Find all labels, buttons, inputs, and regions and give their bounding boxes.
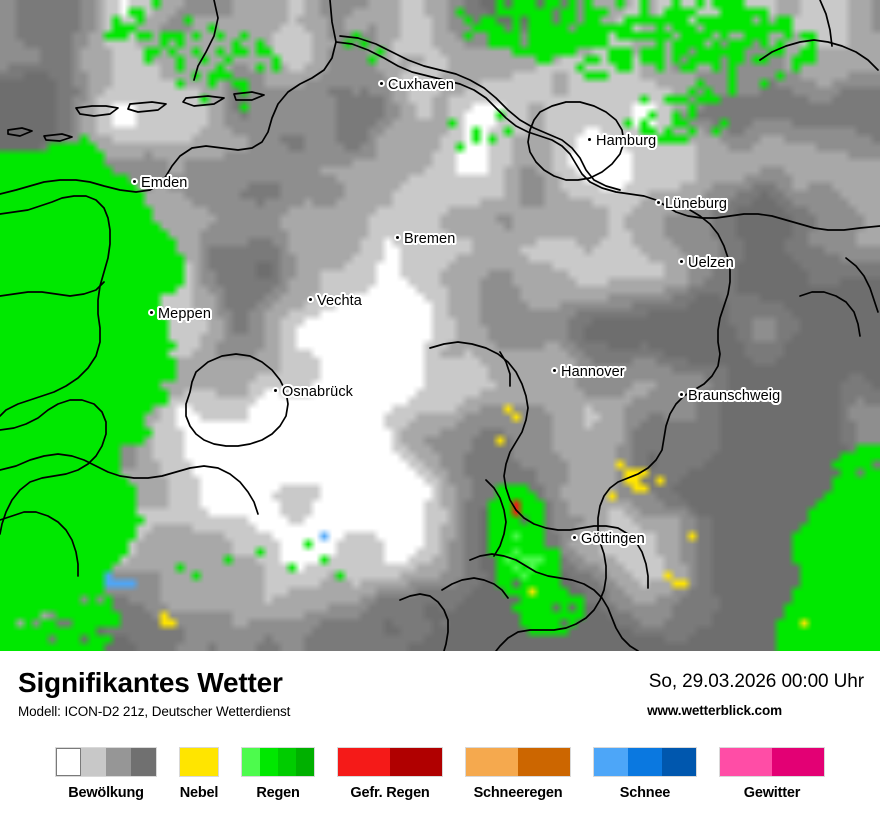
legend-color-bar bbox=[337, 747, 443, 777]
website-credit: www.wetterblick.com bbox=[647, 703, 782, 718]
legend-color-bar bbox=[55, 747, 157, 777]
legend-label: Gefr. Regen bbox=[350, 785, 430, 801]
legend-swatch bbox=[628, 748, 662, 776]
legend-swatch bbox=[466, 748, 518, 776]
legend-label: Nebel bbox=[179, 785, 219, 801]
page-title: Signifikantes Wetter bbox=[18, 667, 283, 698]
legend-item: Gefr. Regen bbox=[337, 747, 443, 801]
legend-label: Schnee bbox=[619, 785, 671, 801]
legend-color-bar bbox=[179, 747, 219, 777]
legend-swatch bbox=[338, 748, 390, 776]
forecast-timestamp: So, 29.03.2026 00:00 Uhr bbox=[648, 671, 864, 692]
legend-label: Gewitter bbox=[743, 785, 801, 801]
footer-panel: Signifikantes Wetter Modell: ICON-D2 21z… bbox=[0, 651, 880, 830]
legend-swatch bbox=[720, 748, 772, 776]
weather-legend: Bewölkung Nebel Regen Gefr. Regen Schneerege… bbox=[0, 747, 880, 801]
legend-swatch bbox=[296, 748, 314, 776]
legend-label: Bewölkung bbox=[68, 785, 144, 801]
legend-color-bar bbox=[719, 747, 825, 777]
legend-swatch bbox=[278, 748, 296, 776]
legend-swatch bbox=[594, 748, 628, 776]
model-subtitle: Modell: ICON-D2 21z, Deutscher Wetterdie… bbox=[18, 704, 291, 720]
legend-color-bar bbox=[593, 747, 697, 777]
legend-label: Schneeregen bbox=[473, 785, 563, 801]
legend-item: Schnee bbox=[593, 747, 697, 801]
significant-weather-map[interactable]: Cuxhaven Hamburg Emden Lüneburg Bremen Uelzen… bbox=[0, 0, 880, 651]
legend-swatch bbox=[56, 748, 81, 776]
legend-swatch bbox=[106, 748, 131, 776]
legend-swatch bbox=[518, 748, 570, 776]
legend-swatch bbox=[131, 748, 156, 776]
legend-color-bar bbox=[465, 747, 571, 777]
legend-item: Regen bbox=[241, 747, 315, 801]
legend-item: Gewitter bbox=[719, 747, 825, 801]
meta-block: So, 29.03.2026 00:00 Uhr www.wetterblick… bbox=[444, 671, 864, 718]
title-block: Signifikantes Wetter Modell: ICON-D2 21z… bbox=[18, 667, 291, 720]
legend-swatch bbox=[180, 748, 218, 776]
legend-color-bar bbox=[241, 747, 315, 777]
legend-swatch bbox=[662, 748, 696, 776]
legend-swatch bbox=[772, 748, 824, 776]
legend-item: Nebel bbox=[179, 747, 219, 801]
legend-swatch bbox=[242, 748, 260, 776]
legend-swatch bbox=[260, 748, 278, 776]
weather-raster-layer bbox=[0, 0, 880, 651]
legend-label: Regen bbox=[256, 785, 300, 801]
legend-swatch bbox=[81, 748, 106, 776]
legend-item: Bewölkung bbox=[55, 747, 157, 801]
legend-swatch bbox=[390, 748, 442, 776]
legend-item: Schneeregen bbox=[465, 747, 571, 801]
